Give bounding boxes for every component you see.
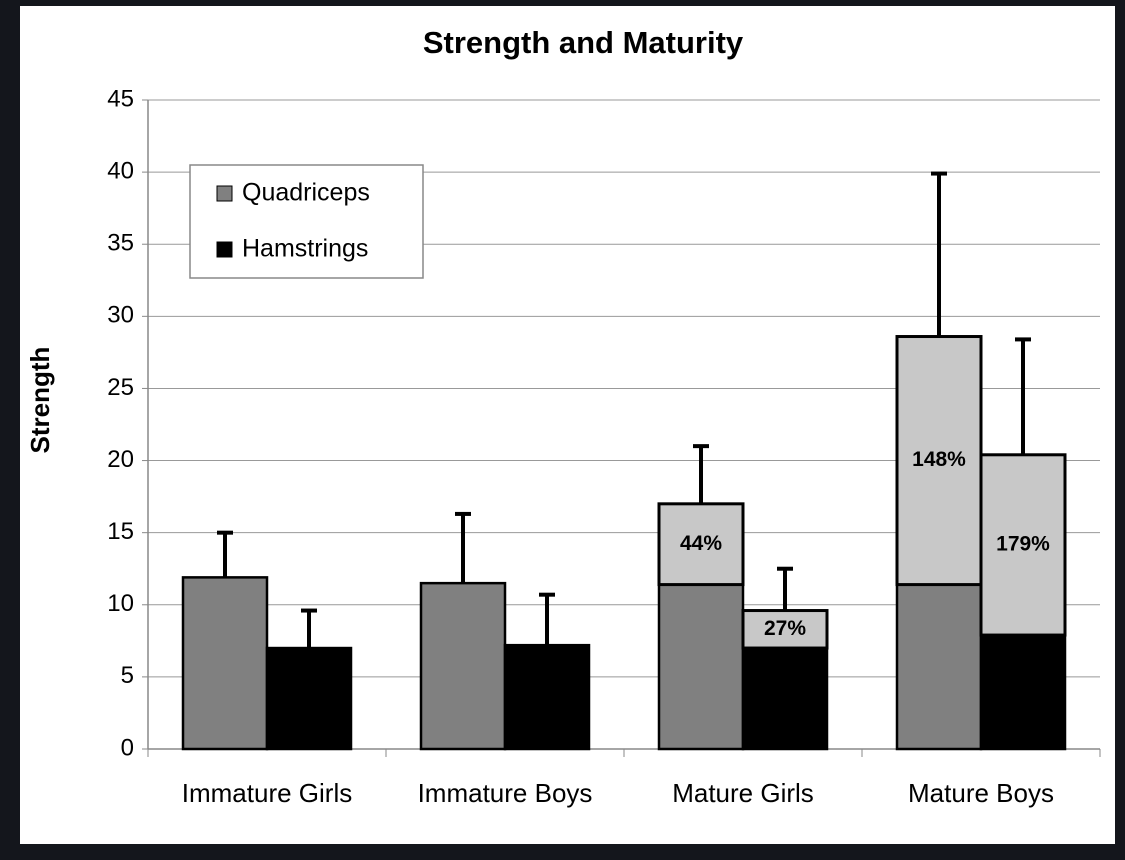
y-tick-label: 10 (107, 590, 134, 617)
bar (659, 585, 743, 749)
y-axis-label: Strength (25, 347, 55, 454)
y-tick-label: 0 (121, 734, 134, 761)
legend-swatch (217, 186, 232, 201)
bar (981, 635, 1065, 749)
legend-label: Quadriceps (242, 179, 370, 207)
y-tick-label: 5 (121, 662, 134, 689)
legend-swatch (217, 242, 232, 257)
increase-label: 179% (996, 532, 1050, 555)
y-tick-label: 15 (107, 518, 134, 545)
bar (505, 645, 589, 749)
increase-label: 27% (764, 617, 806, 640)
y-tick-label: 40 (107, 157, 134, 184)
chart-title: Strength and Maturity (423, 25, 744, 60)
y-tick-label: 30 (107, 302, 134, 329)
bar (897, 585, 981, 749)
y-tick-label: 35 (107, 230, 134, 257)
increase-label: 44% (680, 532, 722, 555)
x-tick-label: Immature Girls (182, 778, 352, 808)
x-tick-label: Mature Boys (908, 778, 1054, 808)
x-tick-label: Mature Girls (672, 778, 814, 808)
bar (183, 577, 267, 749)
y-tick-label: 25 (107, 374, 134, 401)
bar (421, 583, 505, 749)
increase-label: 148% (912, 448, 966, 471)
y-tick-label: 45 (107, 85, 134, 112)
x-tick-label: Immature Boys (418, 778, 593, 808)
bar (267, 648, 351, 749)
screen: Strength and Maturity Strength 0 5 10 15 20 2… (0, 0, 1125, 860)
legend-label: Hamstrings (242, 235, 368, 263)
y-tick-label: 20 (107, 446, 134, 473)
bar (743, 648, 827, 749)
